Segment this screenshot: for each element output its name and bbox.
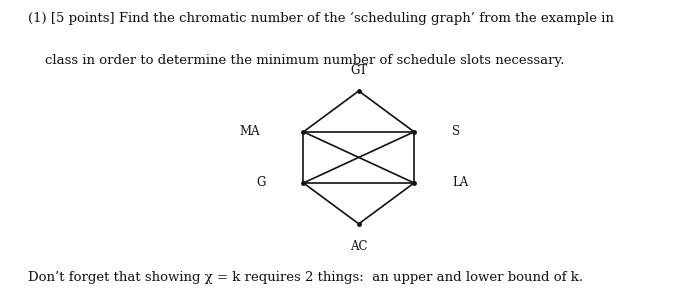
Text: LA: LA [452, 176, 468, 190]
Text: AC: AC [350, 240, 368, 253]
Text: S: S [452, 125, 460, 138]
Text: Don’t forget that showing χ = k requires 2 things:  an upper and lower bound of : Don’t forget that showing χ = k requires… [28, 271, 583, 284]
Text: class in order to determine the minimum number of schedule slots necessary.: class in order to determine the minimum … [28, 54, 564, 67]
Text: GT: GT [350, 64, 368, 77]
Text: (1) [5 points] Find the chromatic number of the ‘scheduling graph’ from the exam: (1) [5 points] Find the chromatic number… [28, 12, 614, 25]
Text: G: G [256, 176, 265, 190]
Text: MA: MA [239, 125, 260, 138]
